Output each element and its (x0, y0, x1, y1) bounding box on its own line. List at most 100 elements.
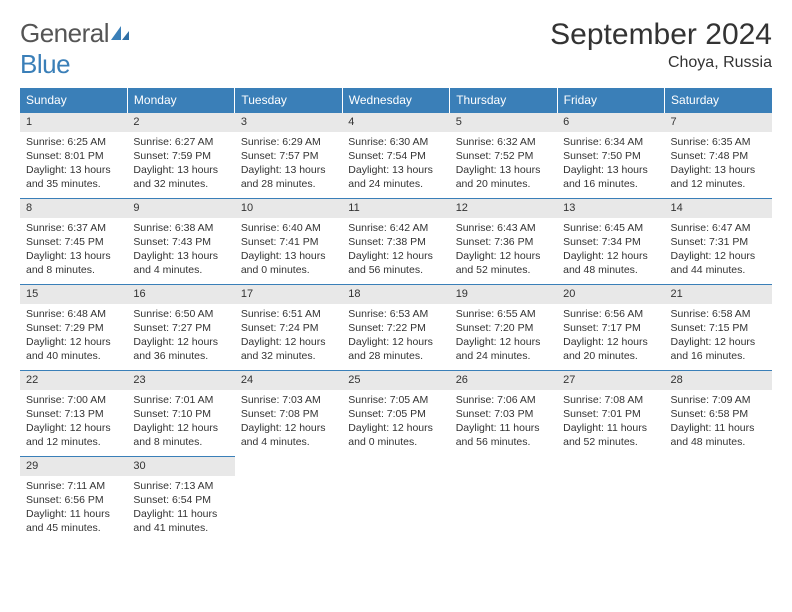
day-number: 24 (235, 371, 342, 390)
sunrise-text: Sunrise: 7:13 AM (133, 479, 228, 493)
sunrise-text: Sunrise: 6:53 AM (348, 307, 443, 321)
sunset-text: Sunset: 7:50 PM (563, 149, 658, 163)
sunset-text: Sunset: 7:03 PM (456, 407, 551, 421)
sunset-text: Sunset: 7:17 PM (563, 321, 658, 335)
calendar-day-cell: 28Sunrise: 7:09 AMSunset: 6:58 PMDayligh… (665, 371, 772, 457)
day-details: Sunrise: 6:50 AMSunset: 7:27 PMDaylight:… (127, 304, 234, 368)
day-number: 26 (450, 371, 557, 390)
daylight-text: Daylight: 12 hours and 0 minutes. (348, 421, 443, 449)
sunrise-text: Sunrise: 7:05 AM (348, 393, 443, 407)
calendar-day-cell: 6Sunrise: 6:34 AMSunset: 7:50 PMDaylight… (557, 113, 664, 199)
sunrise-text: Sunrise: 6:42 AM (348, 221, 443, 235)
logo-text-general: General (20, 18, 109, 48)
day-number: 29 (20, 457, 127, 476)
sunset-text: Sunset: 7:10 PM (133, 407, 228, 421)
daylight-text: Daylight: 12 hours and 44 minutes. (671, 249, 766, 277)
day-details: Sunrise: 6:56 AMSunset: 7:17 PMDaylight:… (557, 304, 664, 368)
weekday-header: Thursday (450, 88, 557, 113)
day-details: Sunrise: 7:01 AMSunset: 7:10 PMDaylight:… (127, 390, 234, 454)
day-details: Sunrise: 7:06 AMSunset: 7:03 PMDaylight:… (450, 390, 557, 454)
day-number: 27 (557, 371, 664, 390)
sunrise-text: Sunrise: 6:58 AM (671, 307, 766, 321)
sunrise-text: Sunrise: 7:09 AM (671, 393, 766, 407)
sunrise-text: Sunrise: 6:45 AM (563, 221, 658, 235)
sunset-text: Sunset: 7:48 PM (671, 149, 766, 163)
daylight-text: Daylight: 13 hours and 12 minutes. (671, 163, 766, 191)
day-number: 7 (665, 113, 772, 132)
daylight-text: Daylight: 13 hours and 20 minutes. (456, 163, 551, 191)
calendar-week-row: 15Sunrise: 6:48 AMSunset: 7:29 PMDayligh… (20, 285, 772, 371)
day-details: Sunrise: 6:53 AMSunset: 7:22 PMDaylight:… (342, 304, 449, 368)
sunrise-text: Sunrise: 6:35 AM (671, 135, 766, 149)
sunset-text: Sunset: 8:01 PM (26, 149, 121, 163)
daylight-text: Daylight: 11 hours and 48 minutes. (671, 421, 766, 449)
day-details: Sunrise: 6:37 AMSunset: 7:45 PMDaylight:… (20, 218, 127, 282)
sunrise-text: Sunrise: 6:51 AM (241, 307, 336, 321)
daylight-text: Daylight: 13 hours and 32 minutes. (133, 163, 228, 191)
day-number: 16 (127, 285, 234, 304)
calendar-day-cell: 30Sunrise: 7:13 AMSunset: 6:54 PMDayligh… (127, 457, 234, 543)
sunset-text: Sunset: 7:52 PM (456, 149, 551, 163)
sunrise-text: Sunrise: 6:30 AM (348, 135, 443, 149)
daylight-text: Daylight: 11 hours and 45 minutes. (26, 507, 121, 535)
sunrise-text: Sunrise: 7:06 AM (456, 393, 551, 407)
day-number: 21 (665, 285, 772, 304)
calendar-week-row: 22Sunrise: 7:00 AMSunset: 7:13 PMDayligh… (20, 371, 772, 457)
calendar-day-cell: 24Sunrise: 7:03 AMSunset: 7:08 PMDayligh… (235, 371, 342, 457)
day-details: Sunrise: 6:32 AMSunset: 7:52 PMDaylight:… (450, 132, 557, 196)
daylight-text: Daylight: 12 hours and 12 minutes. (26, 421, 121, 449)
day-details: Sunrise: 6:42 AMSunset: 7:38 PMDaylight:… (342, 218, 449, 282)
day-details: Sunrise: 6:51 AMSunset: 7:24 PMDaylight:… (235, 304, 342, 368)
calendar-day-cell: 8Sunrise: 6:37 AMSunset: 7:45 PMDaylight… (20, 199, 127, 285)
sunset-text: Sunset: 7:20 PM (456, 321, 551, 335)
calendar-day-cell: 2Sunrise: 6:27 AMSunset: 7:59 PMDaylight… (127, 113, 234, 199)
calendar-table: SundayMondayTuesdayWednesdayThursdayFrid… (20, 88, 772, 543)
sunrise-text: Sunrise: 6:43 AM (456, 221, 551, 235)
calendar-day-cell: 10 Sunrise: 6:40 AMSunset: 7:41 PMDayligh… (235, 199, 342, 285)
sunset-text: Sunset: 7:41 PM (241, 235, 336, 249)
day-details: Sunrise: 6:43 AMSunset: 7:36 PMDaylight:… (450, 218, 557, 282)
sunrise-text: Sunrise: 6:48 AM (26, 307, 121, 321)
sunset-text: Sunset: 7:13 PM (26, 407, 121, 421)
sunset-text: Sunset: 6:58 PM (671, 407, 766, 421)
sunset-text: Sunset: 7:43 PM (133, 235, 228, 249)
calendar-day-cell: 27Sunrise: 7:08 AMSunset: 7:01 PMDayligh… (557, 371, 664, 457)
day-details: Sunrise: 6:55 AMSunset: 7:20 PMDaylight:… (450, 304, 557, 368)
daylight-text: Daylight: 11 hours and 52 minutes. (563, 421, 658, 449)
daylight-text: Daylight: 13 hours and 0 minutes. (241, 249, 336, 277)
day-number: 4 (342, 113, 449, 132)
sunrise-text: Sunrise: 6:40 AM (241, 221, 336, 235)
day-number: 10 (235, 199, 342, 218)
daylight-text: Daylight: 13 hours and 16 minutes. (563, 163, 658, 191)
calendar-empty-cell (450, 457, 557, 543)
location: Choya, Russia (550, 54, 772, 72)
calendar-empty-cell (342, 457, 449, 543)
sunset-text: Sunset: 7:05 PM (348, 407, 443, 421)
calendar-empty-cell (665, 457, 772, 543)
calendar-day-cell: 11Sunrise: 6:42 AMSunset: 7:38 PMDayligh… (342, 199, 449, 285)
calendar-day-cell: 17Sunrise: 6:51 AMSunset: 7:24 PMDayligh… (235, 285, 342, 371)
day-number: 30 (127, 457, 234, 476)
day-details: Sunrise: 6:35 AMSunset: 7:48 PMDaylight:… (665, 132, 772, 196)
day-number: 14 (665, 199, 772, 218)
calendar-empty-cell (235, 457, 342, 543)
daylight-text: Daylight: 12 hours and 24 minutes. (456, 335, 551, 363)
daylight-text: Daylight: 12 hours and 20 minutes. (563, 335, 658, 363)
day-details: Sunrise: 6:47 AMSunset: 7:31 PMDaylight:… (665, 218, 772, 282)
sunrise-text: Sunrise: 7:11 AM (26, 479, 121, 493)
daylight-text: Daylight: 12 hours and 48 minutes. (563, 249, 658, 277)
header: General Blue September 2024 Choya, Russi… (20, 18, 772, 80)
sunrise-text: Sunrise: 7:03 AM (241, 393, 336, 407)
day-number: 11 (342, 199, 449, 218)
weekday-header: Friday (557, 88, 664, 113)
day-details: Sunrise: 6:45 AMSunset: 7:34 PMDaylight:… (557, 218, 664, 282)
sunrise-text: Sunrise: 6:34 AM (563, 135, 658, 149)
daylight-text: Daylight: 11 hours and 56 minutes. (456, 421, 551, 449)
daylight-text: Daylight: 13 hours and 8 minutes. (26, 249, 121, 277)
day-number: 17 (235, 285, 342, 304)
day-details: Sunrise: 7:13 AMSunset: 6:54 PMDaylight:… (127, 476, 234, 540)
day-details: Sunrise: 6:48 AMSunset: 7:29 PMDaylight:… (20, 304, 127, 368)
sunset-text: Sunset: 7:24 PM (241, 321, 336, 335)
sunset-text: Sunset: 7:22 PM (348, 321, 443, 335)
calendar-day-cell: 14Sunrise: 6:47 AMSunset: 7:31 PMDayligh… (665, 199, 772, 285)
